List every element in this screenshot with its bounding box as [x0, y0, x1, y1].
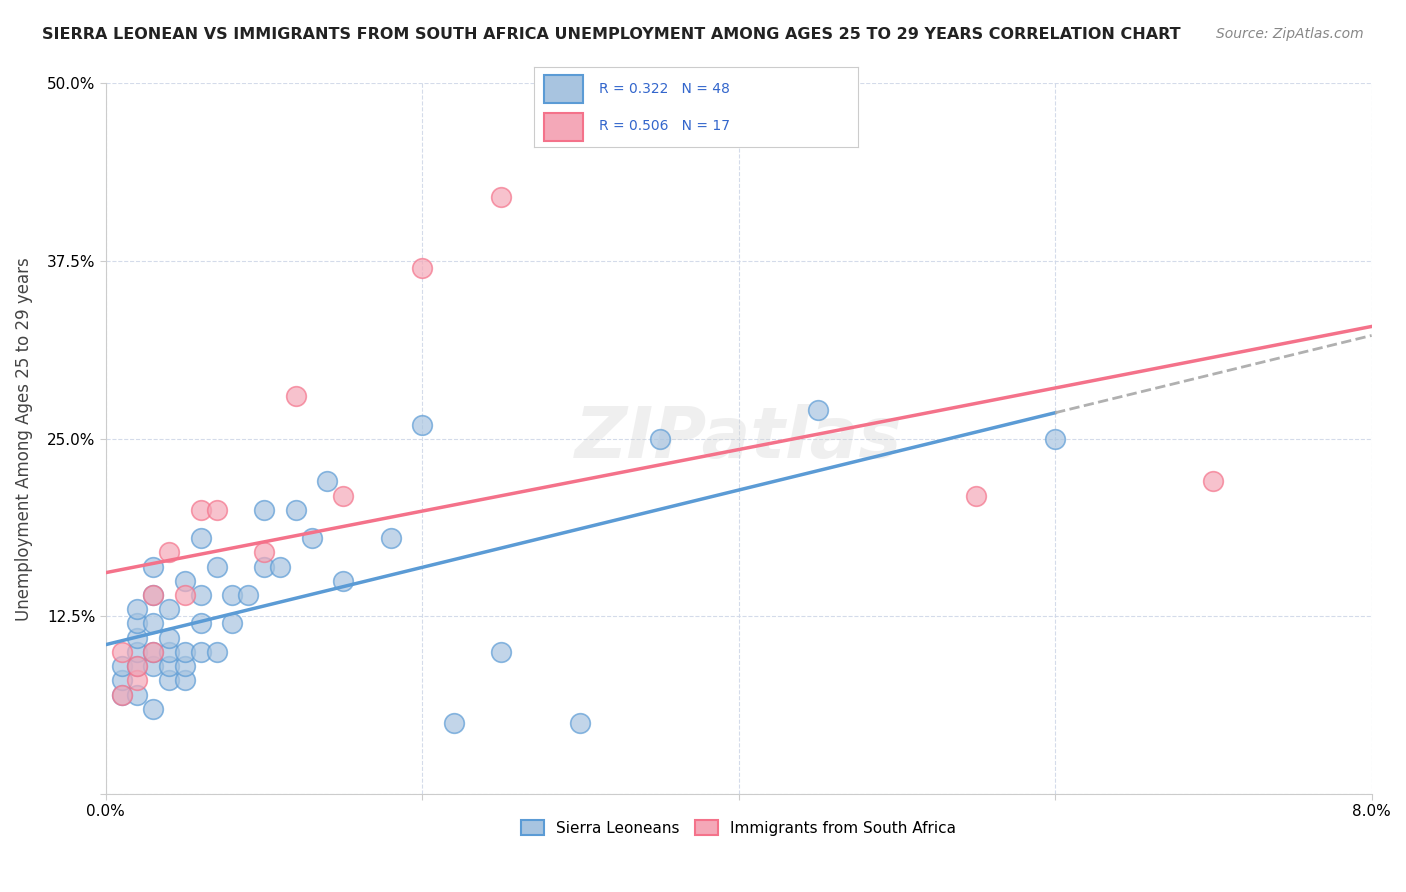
Point: [205, 645, 228, 659]
Point: [142, 616, 165, 631]
Point: [269, 559, 291, 574]
Point: [807, 403, 830, 417]
Point: [1043, 432, 1066, 446]
Point: [157, 545, 180, 559]
Point: [190, 588, 212, 602]
Point: [301, 531, 323, 545]
Point: [127, 659, 149, 673]
Point: [157, 631, 180, 645]
Point: [174, 673, 197, 688]
Point: [157, 659, 180, 673]
Point: [157, 645, 180, 659]
Point: [127, 602, 149, 616]
Text: Source: ZipAtlas.com: Source: ZipAtlas.com: [1216, 27, 1364, 41]
Point: [142, 659, 165, 673]
Point: [332, 489, 354, 503]
Point: [238, 588, 260, 602]
Point: [111, 673, 134, 688]
Point: [380, 531, 402, 545]
Point: [142, 645, 165, 659]
Point: [127, 673, 149, 688]
Point: [174, 659, 197, 673]
Point: [174, 588, 197, 602]
Point: [443, 715, 465, 730]
Point: [253, 503, 276, 517]
FancyBboxPatch shape: [544, 75, 582, 103]
Text: R = 0.322   N = 48: R = 0.322 N = 48: [599, 81, 730, 95]
Point: [127, 659, 149, 673]
Text: ZIPatlas: ZIPatlas: [575, 404, 903, 474]
Point: [965, 489, 987, 503]
Point: [190, 531, 212, 545]
Legend: Sierra Leoneans, Immigrants from South Africa: Sierra Leoneans, Immigrants from South A…: [513, 812, 965, 843]
Point: [142, 702, 165, 716]
Point: [253, 559, 276, 574]
Point: [190, 645, 212, 659]
Point: [142, 588, 165, 602]
Point: [648, 432, 671, 446]
Y-axis label: Unemployment Among Ages 25 to 29 years: Unemployment Among Ages 25 to 29 years: [15, 257, 32, 621]
Point: [284, 389, 307, 403]
Point: [1202, 475, 1225, 489]
Point: [111, 688, 134, 702]
Text: SIERRA LEONEAN VS IMMIGRANTS FROM SOUTH AFRICA UNEMPLOYMENT AMONG AGES 25 TO 29 : SIERRA LEONEAN VS IMMIGRANTS FROM SOUTH …: [42, 27, 1181, 42]
Point: [174, 574, 197, 588]
Point: [569, 715, 592, 730]
Point: [174, 645, 197, 659]
FancyBboxPatch shape: [544, 112, 582, 141]
Point: [221, 588, 243, 602]
Point: [157, 673, 180, 688]
Point: [190, 503, 212, 517]
Point: [142, 645, 165, 659]
Point: [157, 602, 180, 616]
Point: [127, 616, 149, 631]
Point: [111, 645, 134, 659]
Point: [142, 588, 165, 602]
Point: [127, 645, 149, 659]
Point: [190, 616, 212, 631]
Point: [491, 190, 513, 204]
Point: [111, 688, 134, 702]
Point: [316, 475, 339, 489]
Point: [253, 545, 276, 559]
Point: [205, 503, 228, 517]
Point: [411, 417, 433, 432]
Point: [332, 574, 354, 588]
Point: [142, 559, 165, 574]
Point: [127, 688, 149, 702]
Point: [491, 645, 513, 659]
Point: [284, 503, 307, 517]
Point: [127, 631, 149, 645]
Point: [411, 261, 433, 276]
Point: [205, 559, 228, 574]
Point: [221, 616, 243, 631]
Point: [111, 659, 134, 673]
Text: R = 0.506   N = 17: R = 0.506 N = 17: [599, 120, 730, 133]
